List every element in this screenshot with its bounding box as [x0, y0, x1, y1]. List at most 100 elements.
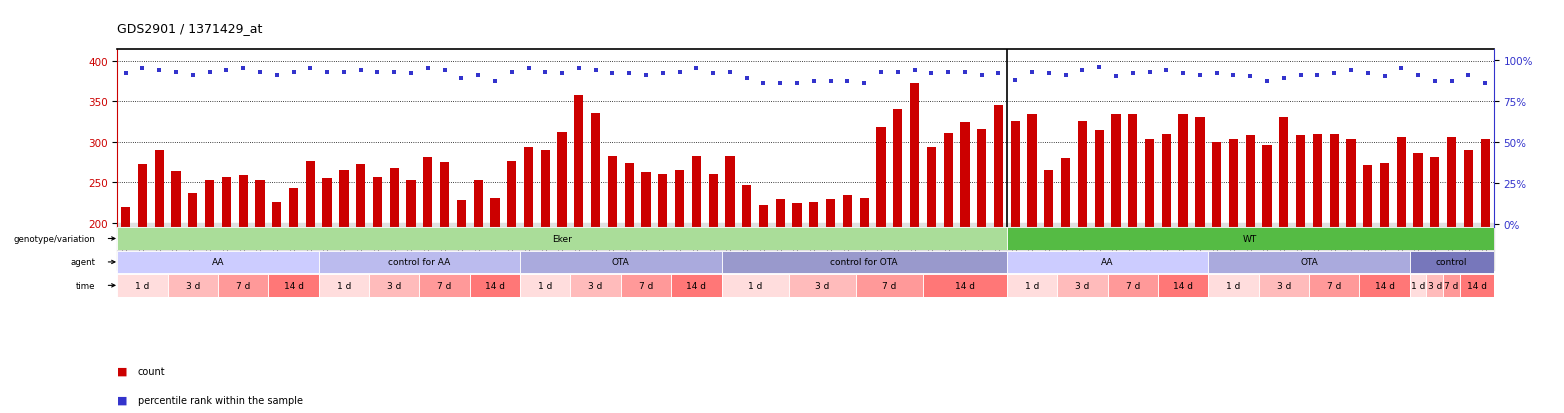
- Point: [885, 69, 910, 76]
- Bar: [721, 275, 788, 297]
- Bar: [255, 180, 264, 227]
- Point: [785, 81, 810, 87]
- Bar: [1262, 146, 1272, 227]
- Point: [349, 67, 374, 74]
- Bar: [1209, 251, 1409, 273]
- Text: 7 d: 7 d: [1445, 281, 1459, 290]
- Bar: [1426, 275, 1444, 297]
- Bar: [676, 171, 683, 227]
- Point: [1389, 66, 1414, 72]
- Bar: [1464, 151, 1473, 227]
- Bar: [1112, 115, 1120, 227]
- Bar: [1209, 275, 1259, 297]
- Bar: [978, 130, 987, 227]
- Bar: [1010, 121, 1020, 227]
- Bar: [1429, 157, 1439, 227]
- Bar: [759, 205, 768, 227]
- Point: [314, 69, 339, 76]
- Point: [1154, 67, 1179, 74]
- Text: 3 d: 3 d: [186, 281, 200, 290]
- Bar: [721, 251, 1007, 273]
- Point: [1322, 71, 1347, 77]
- Bar: [1444, 275, 1461, 297]
- Point: [633, 72, 658, 79]
- Bar: [1007, 228, 1494, 250]
- Point: [1456, 72, 1481, 79]
- Point: [1372, 74, 1397, 81]
- Point: [247, 69, 272, 76]
- Bar: [524, 147, 533, 227]
- Point: [197, 69, 222, 76]
- Point: [282, 69, 307, 76]
- Text: 3 d: 3 d: [588, 281, 602, 290]
- Bar: [1179, 115, 1187, 227]
- Bar: [319, 251, 521, 273]
- Bar: [1128, 115, 1137, 227]
- Point: [1339, 67, 1364, 74]
- Bar: [469, 275, 521, 297]
- Bar: [1347, 139, 1356, 227]
- Text: 1 d: 1 d: [336, 281, 350, 290]
- Bar: [269, 275, 319, 297]
- Bar: [1312, 134, 1322, 227]
- Bar: [1379, 164, 1389, 227]
- Text: 3 d: 3 d: [815, 281, 829, 290]
- Bar: [474, 180, 483, 227]
- Point: [970, 72, 995, 79]
- Bar: [457, 201, 466, 227]
- Text: 14 d: 14 d: [1375, 281, 1395, 290]
- Bar: [389, 168, 399, 227]
- Bar: [1409, 251, 1494, 273]
- Bar: [571, 275, 621, 297]
- Point: [868, 69, 893, 76]
- Point: [1254, 79, 1279, 85]
- Point: [449, 76, 474, 82]
- Bar: [339, 171, 349, 227]
- Bar: [1057, 275, 1107, 297]
- Point: [332, 69, 357, 76]
- Bar: [424, 158, 432, 227]
- Point: [130, 66, 155, 72]
- Bar: [1364, 165, 1372, 227]
- Bar: [1409, 275, 1426, 297]
- Text: ■: ■: [117, 366, 128, 376]
- Bar: [407, 180, 416, 227]
- Point: [701, 71, 726, 77]
- Text: count: count: [138, 366, 166, 376]
- Point: [164, 69, 189, 76]
- Point: [734, 76, 759, 82]
- Bar: [776, 200, 785, 227]
- Point: [985, 71, 1010, 77]
- Point: [1003, 77, 1028, 84]
- Text: AA: AA: [1101, 258, 1114, 267]
- Point: [416, 66, 441, 72]
- Bar: [439, 163, 449, 227]
- Bar: [826, 200, 835, 227]
- Point: [566, 66, 591, 72]
- Point: [1020, 69, 1045, 76]
- Bar: [608, 157, 618, 227]
- Bar: [419, 275, 469, 297]
- Bar: [1157, 275, 1209, 297]
- Point: [1237, 74, 1262, 81]
- Point: [399, 71, 424, 77]
- Point: [1087, 64, 1112, 71]
- Bar: [1229, 139, 1239, 227]
- Bar: [120, 207, 130, 227]
- Bar: [1279, 118, 1289, 227]
- Bar: [574, 95, 583, 227]
- Bar: [621, 275, 671, 297]
- Point: [852, 81, 877, 87]
- Bar: [369, 275, 419, 297]
- Text: time: time: [77, 281, 95, 290]
- Bar: [205, 180, 214, 227]
- Point: [264, 72, 289, 79]
- Text: 14 d: 14 d: [956, 281, 974, 290]
- Point: [432, 67, 457, 74]
- Bar: [691, 156, 701, 227]
- Bar: [658, 175, 668, 227]
- Bar: [167, 275, 217, 297]
- Bar: [289, 188, 299, 227]
- Bar: [521, 275, 571, 297]
- Point: [1422, 79, 1447, 85]
